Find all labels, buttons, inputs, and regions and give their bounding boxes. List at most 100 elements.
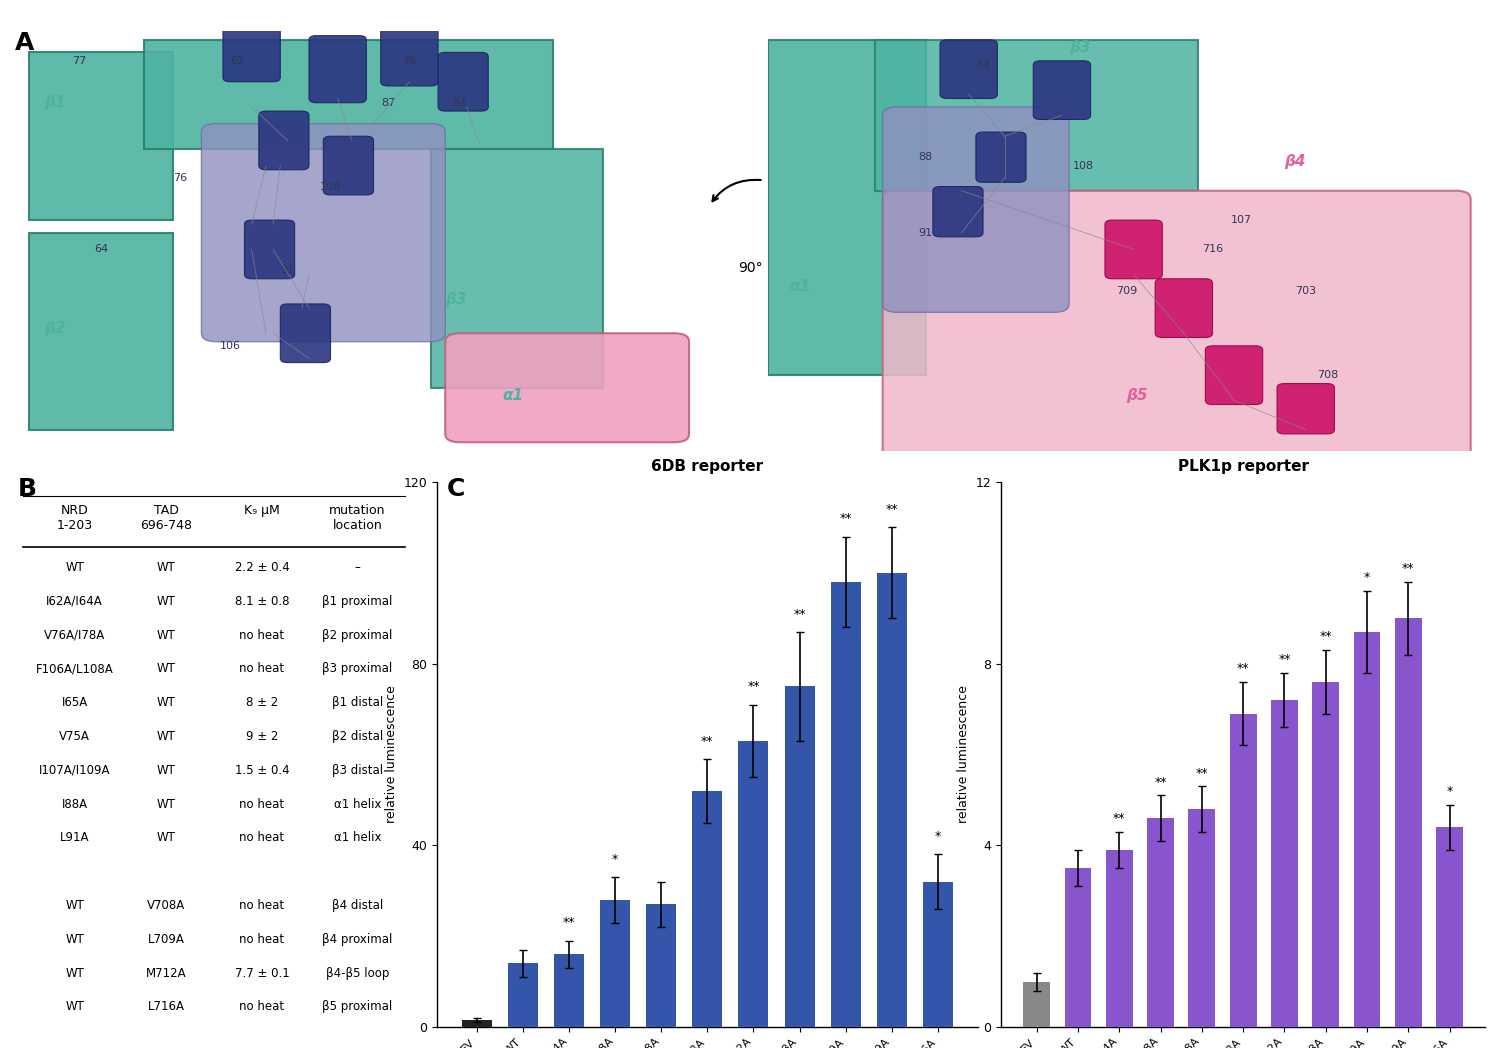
- Text: β3: β3: [446, 292, 466, 307]
- Text: no heat: no heat: [240, 629, 285, 641]
- Text: β2: β2: [44, 322, 64, 336]
- Text: NRD
1-203: NRD 1-203: [57, 504, 93, 532]
- Text: *: *: [612, 853, 618, 866]
- Text: β2 distal: β2 distal: [332, 730, 382, 743]
- Text: mutation
location: mutation location: [330, 504, 386, 532]
- Text: WT: WT: [66, 966, 84, 980]
- FancyBboxPatch shape: [280, 304, 330, 363]
- Text: **: **: [1402, 562, 1414, 575]
- FancyBboxPatch shape: [882, 107, 1070, 312]
- Bar: [1023, 982, 1050, 1027]
- Text: WT: WT: [158, 798, 176, 810]
- Text: L91A: L91A: [60, 831, 90, 845]
- Bar: [554, 955, 584, 1027]
- Text: β1: β1: [44, 95, 64, 110]
- Text: WT: WT: [158, 764, 176, 777]
- Bar: [738, 741, 768, 1027]
- Text: 108: 108: [320, 181, 340, 192]
- Text: no heat: no heat: [240, 831, 285, 845]
- Bar: [1106, 850, 1132, 1027]
- Text: **: **: [747, 680, 759, 694]
- Text: 77: 77: [72, 56, 87, 66]
- FancyBboxPatch shape: [244, 220, 294, 279]
- Bar: [1148, 818, 1174, 1027]
- Bar: [1188, 809, 1215, 1027]
- Text: V75A: V75A: [60, 730, 90, 743]
- Text: WT: WT: [66, 933, 84, 945]
- Text: L716A: L716A: [148, 1001, 184, 1013]
- Text: 87: 87: [381, 97, 394, 108]
- Text: 8.1 ± 0.8: 8.1 ± 0.8: [234, 595, 290, 608]
- FancyBboxPatch shape: [976, 132, 1026, 182]
- Text: **: **: [840, 512, 852, 525]
- Text: β5 proximal: β5 proximal: [322, 1001, 393, 1013]
- Text: 91: 91: [918, 227, 933, 238]
- Text: M712A: M712A: [146, 966, 186, 980]
- Bar: [878, 573, 908, 1027]
- Text: 88: 88: [918, 152, 933, 162]
- Text: WT: WT: [158, 696, 176, 709]
- Text: 64: 64: [94, 244, 108, 255]
- Text: WT: WT: [158, 730, 176, 743]
- Polygon shape: [876, 40, 1198, 191]
- Text: C: C: [447, 477, 465, 501]
- Bar: [1065, 868, 1092, 1027]
- Text: B: B: [18, 477, 38, 501]
- FancyBboxPatch shape: [1155, 279, 1212, 337]
- Text: 8 ± 2: 8 ± 2: [246, 696, 278, 709]
- Text: F106A/L108A: F106A/L108A: [36, 662, 114, 676]
- FancyBboxPatch shape: [260, 111, 309, 170]
- Text: no heat: no heat: [240, 798, 285, 810]
- Text: **: **: [1320, 630, 1332, 643]
- Bar: [1312, 682, 1340, 1027]
- Text: 708: 708: [1317, 370, 1338, 380]
- Polygon shape: [30, 52, 172, 220]
- Text: WT: WT: [158, 561, 176, 574]
- Text: β1 distal: β1 distal: [332, 696, 382, 709]
- Text: 107: 107: [1230, 215, 1252, 225]
- Text: WT: WT: [66, 561, 84, 574]
- Text: WT: WT: [66, 1001, 84, 1013]
- Text: no heat: no heat: [240, 899, 285, 912]
- Text: no heat: no heat: [240, 662, 285, 676]
- Bar: [600, 900, 630, 1027]
- Text: **: **: [1113, 812, 1125, 825]
- Text: 2.2 ± 0.4: 2.2 ± 0.4: [234, 561, 290, 574]
- Text: 62: 62: [230, 56, 244, 66]
- Text: V708A: V708A: [147, 899, 186, 912]
- Title: PLK1p reporter: PLK1p reporter: [1178, 459, 1308, 474]
- Text: 84: 84: [976, 60, 990, 70]
- Text: **: **: [1238, 662, 1250, 675]
- FancyBboxPatch shape: [446, 333, 688, 442]
- Text: **: **: [885, 503, 898, 517]
- Text: *: *: [1364, 571, 1370, 584]
- Text: WT: WT: [158, 629, 176, 641]
- Text: β3: β3: [1070, 41, 1090, 56]
- Bar: [831, 582, 861, 1027]
- Polygon shape: [430, 149, 603, 388]
- Text: **: **: [794, 608, 806, 620]
- Polygon shape: [144, 40, 554, 149]
- Text: β1 proximal: β1 proximal: [322, 595, 393, 608]
- Bar: [1436, 827, 1462, 1027]
- Bar: [784, 686, 814, 1027]
- Text: β3 proximal: β3 proximal: [322, 662, 393, 676]
- Text: 9 ± 2: 9 ± 2: [246, 730, 278, 743]
- Text: L709A: L709A: [148, 933, 184, 945]
- FancyBboxPatch shape: [933, 187, 982, 237]
- Text: 108: 108: [1072, 160, 1094, 171]
- Text: 78: 78: [402, 56, 417, 66]
- Bar: [507, 963, 537, 1027]
- Text: β4 distal: β4 distal: [332, 899, 382, 912]
- Text: TAD
696-748: TAD 696-748: [141, 504, 192, 532]
- Text: 90°: 90°: [738, 261, 762, 276]
- Text: WT: WT: [158, 662, 176, 676]
- Bar: [462, 1021, 492, 1027]
- Text: I65A: I65A: [62, 696, 88, 709]
- Text: α1: α1: [503, 389, 524, 403]
- Text: 106: 106: [219, 341, 240, 351]
- Text: β4 proximal: β4 proximal: [322, 933, 393, 945]
- Text: α1 helix: α1 helix: [334, 831, 381, 845]
- FancyBboxPatch shape: [1206, 346, 1263, 405]
- Y-axis label: relative luminescence: relative luminescence: [386, 685, 398, 824]
